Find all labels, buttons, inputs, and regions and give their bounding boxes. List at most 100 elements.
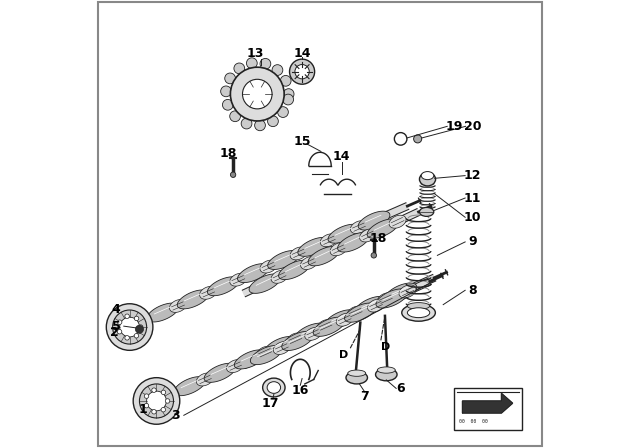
Circle shape [161,390,166,395]
Polygon shape [301,257,317,270]
Polygon shape [367,299,385,312]
Text: 3: 3 [172,409,180,422]
Circle shape [152,409,156,414]
Polygon shape [287,333,304,346]
FancyBboxPatch shape [99,2,541,446]
Circle shape [144,394,148,398]
Polygon shape [207,277,239,296]
Polygon shape [367,219,399,238]
Polygon shape [385,283,417,302]
Ellipse shape [421,172,434,180]
Polygon shape [282,332,314,350]
Circle shape [161,407,166,412]
Polygon shape [147,303,179,322]
Polygon shape [376,289,408,308]
Text: 5: 5 [112,319,120,333]
Polygon shape [260,260,277,273]
Circle shape [280,75,291,86]
Polygon shape [294,323,326,342]
Ellipse shape [376,368,397,381]
Text: 2: 2 [111,326,119,339]
Circle shape [295,65,309,79]
Polygon shape [230,273,247,286]
Polygon shape [355,297,387,315]
Polygon shape [249,274,280,293]
Polygon shape [237,264,269,283]
Text: 18: 18 [220,147,237,160]
Polygon shape [174,377,205,396]
Polygon shape [463,393,513,413]
Polygon shape [317,319,334,332]
Text: 7: 7 [360,390,369,403]
Circle shape [113,310,147,344]
Polygon shape [234,350,266,369]
Polygon shape [155,275,436,404]
Text: 14: 14 [333,150,350,164]
Circle shape [134,333,139,338]
Circle shape [255,120,266,131]
Text: 15: 15 [293,134,311,148]
Polygon shape [177,290,209,309]
Polygon shape [250,345,282,365]
Circle shape [394,133,407,145]
Circle shape [268,116,278,127]
Polygon shape [358,211,390,230]
Circle shape [278,107,289,117]
Circle shape [241,118,252,129]
Circle shape [144,403,148,408]
Text: D: D [339,350,348,360]
Polygon shape [351,221,367,233]
Polygon shape [328,224,360,243]
Text: 4: 4 [112,302,120,316]
Circle shape [371,253,376,258]
Polygon shape [298,237,330,256]
Ellipse shape [419,207,434,216]
Polygon shape [308,246,340,266]
Circle shape [106,304,153,350]
Text: 8: 8 [468,284,477,297]
Text: D: D [381,342,390,352]
Polygon shape [360,229,376,242]
Circle shape [246,58,257,69]
Circle shape [134,316,139,321]
Circle shape [225,73,236,84]
Polygon shape [278,260,310,280]
Circle shape [221,86,232,97]
Circle shape [152,388,156,392]
Text: 16: 16 [292,384,309,397]
Polygon shape [243,278,431,368]
Polygon shape [313,317,345,336]
Text: 6: 6 [396,382,405,395]
Ellipse shape [408,303,430,310]
Text: 10: 10 [463,211,481,224]
Circle shape [117,320,122,324]
Circle shape [165,399,170,403]
Polygon shape [264,336,296,356]
Circle shape [223,99,233,110]
Polygon shape [170,300,186,312]
Circle shape [230,111,241,121]
Ellipse shape [348,370,365,376]
Circle shape [230,172,236,177]
Text: 14: 14 [293,47,311,60]
Circle shape [117,329,122,334]
Ellipse shape [378,367,396,373]
Ellipse shape [402,304,435,321]
Polygon shape [320,234,337,247]
Circle shape [413,135,422,143]
Text: 18: 18 [369,232,387,245]
Ellipse shape [419,172,436,186]
Polygon shape [336,313,353,326]
Circle shape [138,325,143,329]
Ellipse shape [346,371,367,384]
Polygon shape [389,215,406,228]
Text: 19: 19 [445,120,463,133]
Polygon shape [347,306,364,319]
Text: 20: 20 [463,120,481,133]
Polygon shape [330,243,347,256]
Polygon shape [290,247,307,260]
Polygon shape [399,285,416,298]
Polygon shape [305,327,322,340]
Circle shape [133,378,180,424]
Circle shape [136,325,143,333]
